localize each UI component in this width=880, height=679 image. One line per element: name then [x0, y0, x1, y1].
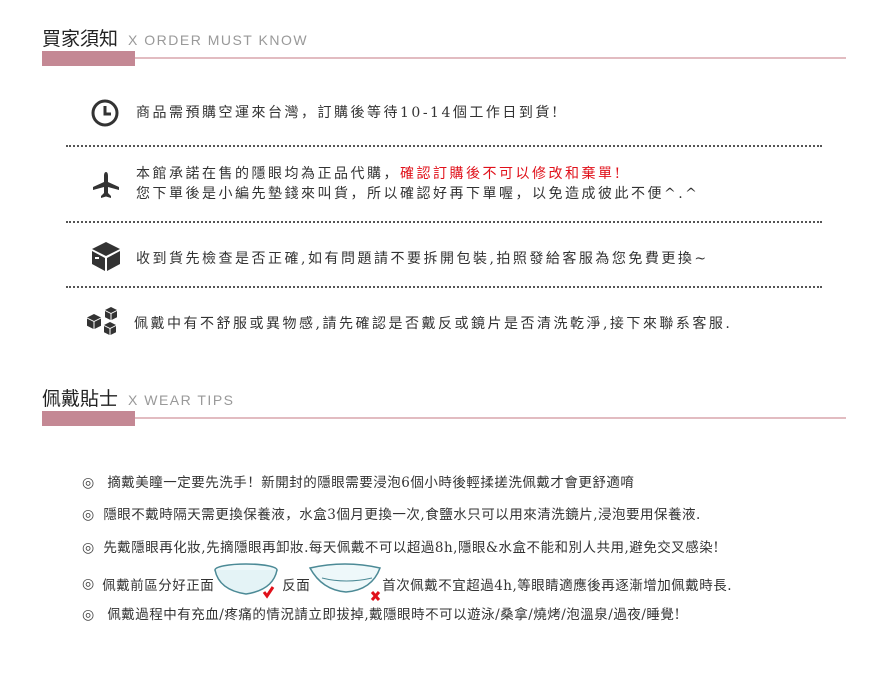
- tip-text: 先戴隱眼再化妝,先摘隱眼再卸妝.每天佩戴不可以超過8h,隱眼&水盒不能和別人共用…: [103, 540, 720, 556]
- dotted-divider: [66, 286, 822, 288]
- wear-section-title: 佩戴貼士: [42, 388, 119, 410]
- order-note-2-text: 本館承諾在售的隱眼均為正品代購，: [136, 166, 400, 182]
- bullet-icon: ◎: [82, 540, 95, 556]
- box-icon: [90, 240, 122, 276]
- dotted-divider: [66, 221, 822, 223]
- header-accent-bar: [42, 411, 135, 426]
- clock-icon: [90, 98, 120, 132]
- tip-item: ◎ 摘戴美瞳一定要先洗手！新開封的隱眼需要浸泡6個小時後輕揉搓洗佩戴才會更舒適唷: [82, 471, 634, 491]
- order-note-3: 收到貨先檢查是否正確,如有問題請不要拆開包裝,拍照發給客服為您免費更換~: [136, 251, 709, 267]
- order-note-4: 佩戴中有不舒服或異物感,請先確認是否戴反或鏡片是否清洗乾淨,接下來聯系客服.: [134, 316, 733, 332]
- order-section-title: 買家須知: [42, 28, 119, 50]
- tip-text: 隱眼不戴時隔天需更換保養液，水盒3個月更換一次,食鹽水只可以用來清洗鏡片,浸泡要…: [103, 507, 701, 523]
- lens-front-icon: [214, 563, 282, 599]
- tip-item: ◎ 先戴隱眼再化妝,先摘隱眼再卸妝.每天佩戴不可以超過8h,隱眼&水盒不能和別人…: [82, 536, 719, 556]
- lens-reverse-icon: [309, 563, 382, 601]
- airplane-icon: [91, 170, 121, 204]
- tip-item: ◎ 佩戴過程中有充血/疼痛的情況請立即拔掉,戴隱眼時不可以遊泳/桑拿/燒烤/泡溫…: [82, 603, 680, 623]
- tip-text: 摘戴美瞳一定要先洗手！新開封的隱眼需要浸泡6個小時後輕揉搓洗佩戴才會更舒適唷: [107, 475, 635, 491]
- header-divider: [135, 57, 846, 59]
- wear-section-subtitle: X WEAR TIPS: [128, 392, 235, 408]
- header-divider: [135, 417, 846, 419]
- wear-section-header: 佩戴貼士 X WEAR TIPS: [42, 384, 235, 411]
- bullet-icon: ◎: [82, 507, 95, 523]
- order-section-subtitle: X ORDER MUST KNOW: [128, 32, 309, 48]
- header-accent-bar: [42, 51, 135, 66]
- dotted-divider: [66, 145, 822, 147]
- bullet-icon: ◎: [82, 607, 95, 623]
- bullet-icon: ◎: [82, 576, 95, 592]
- tip-text: 佩戴過程中有充血/疼痛的情況請立即拔掉,戴隱眼時不可以遊泳/桑拿/燒烤/泡溫泉/…: [107, 607, 681, 623]
- tip-text: 首次佩戴不宜超過4h,等眼睛適應後再逐漸增加佩戴時長.: [382, 578, 733, 594]
- order-note-2-line2: 您下單後是小編先墊錢來叫貨，所以確認好再下單喔，以免造成彼此不便^.^: [136, 186, 700, 202]
- order-section-header: 買家須知 X ORDER MUST KNOW: [42, 24, 308, 51]
- no-cancel-warning: 確認訂購後不可以修改和棄單!: [400, 166, 623, 182]
- order-note-1: 商品需預購空運來台灣，訂購後等待10-14個工作日到貨!: [136, 105, 560, 121]
- tip-text: 佩戴前區分好正面: [102, 578, 215, 594]
- tip-text: 反面: [282, 578, 311, 594]
- order-note-2: 本館承諾在售的隱眼均為正品代購，確認訂購後不可以修改和棄單!: [136, 163, 623, 183]
- tip-item: ◎ 隱眼不戴時隔天需更換保養液，水盒3個月更換一次,食鹽水只可以用來清洗鏡片,浸…: [82, 503, 701, 523]
- cubes-icon: [86, 306, 122, 342]
- tip-item: ◎ 佩戴前區分好正面 反面 首次佩戴不宜超過4h,等眼睛適應後再逐漸增加佩戴時長…: [82, 563, 733, 601]
- bullet-icon: ◎: [82, 475, 95, 491]
